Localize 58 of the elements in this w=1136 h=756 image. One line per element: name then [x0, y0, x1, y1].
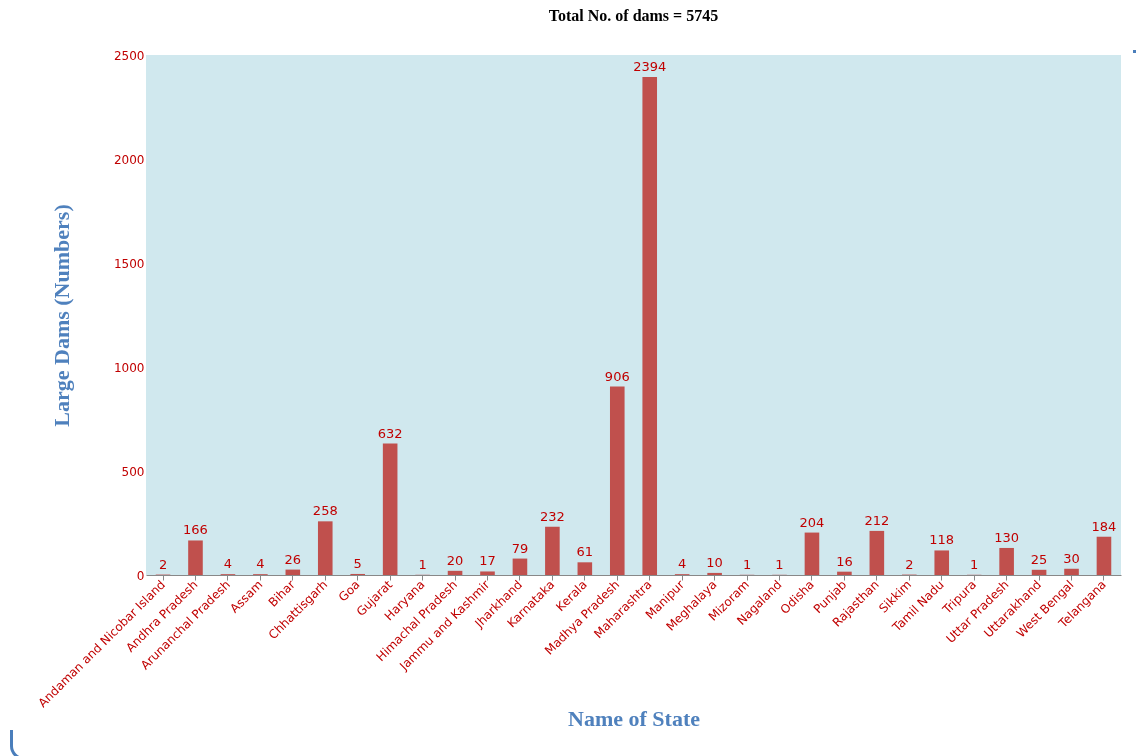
- data-label: 20: [446, 552, 464, 568]
- data-label: 2: [905, 556, 914, 572]
- data-label: 1: [775, 556, 784, 572]
- bar: [707, 572, 722, 575]
- data-label: 4: [256, 556, 265, 572]
- bar: [1064, 568, 1079, 575]
- y-axis-title: Large Dams (Numbers): [48, 204, 74, 427]
- data-label: 17: [479, 553, 496, 569]
- bar: [869, 530, 885, 575]
- chart-title: Total No. of dams = 5745: [548, 7, 719, 24]
- data-label: 61: [576, 544, 594, 560]
- bar: [837, 571, 852, 575]
- data-label: 4: [223, 556, 233, 572]
- data-label: 4: [678, 556, 687, 572]
- data-label: 906: [604, 368, 630, 384]
- bar: [804, 532, 820, 575]
- data-label: 1: [742, 556, 752, 572]
- data-label: 212: [864, 512, 890, 528]
- data-label: 166: [183, 522, 208, 538]
- bar: [382, 443, 398, 575]
- bar: [188, 540, 203, 575]
- data-label: 2: [158, 556, 168, 572]
- bar: [999, 547, 1014, 575]
- data-label: 2394: [633, 59, 667, 75]
- y-tick-label: 2000: [113, 152, 145, 167]
- bar: [447, 570, 463, 575]
- data-label: 632: [377, 425, 403, 441]
- data-label: 25: [1030, 551, 1048, 567]
- y-tick-label: 2500: [113, 48, 145, 63]
- data-label: 30: [1063, 550, 1080, 566]
- data-label: 204: [799, 514, 825, 530]
- bar: [317, 521, 333, 575]
- data-label: 1: [970, 556, 979, 572]
- bar: [934, 550, 950, 575]
- bar: [545, 526, 560, 575]
- y-tick-label: 500: [121, 464, 145, 479]
- data-label: 5: [353, 555, 362, 571]
- x-axis-title: Name of State: [568, 706, 701, 732]
- bar: [1096, 536, 1112, 575]
- y-tick-label: 1500: [113, 256, 145, 271]
- data-label: 184: [1091, 518, 1117, 534]
- data-label: 232: [539, 508, 565, 524]
- data-label: 258: [312, 503, 338, 519]
- bar: [642, 77, 658, 575]
- bar: [1031, 569, 1047, 575]
- bar: [609, 386, 625, 575]
- bar: [512, 558, 528, 575]
- bar: [577, 562, 593, 575]
- data-label: 26: [284, 551, 302, 567]
- data-label: 130: [994, 529, 1020, 545]
- data-label: 16: [836, 553, 853, 569]
- bar: [480, 571, 495, 575]
- data-label: 118: [929, 532, 955, 548]
- data-label: 10: [706, 554, 723, 570]
- y-tick-label: 1000: [113, 360, 145, 375]
- data-label: 1: [418, 556, 427, 572]
- data-label: 79: [511, 540, 529, 556]
- y-tick-label: 0: [136, 568, 145, 583]
